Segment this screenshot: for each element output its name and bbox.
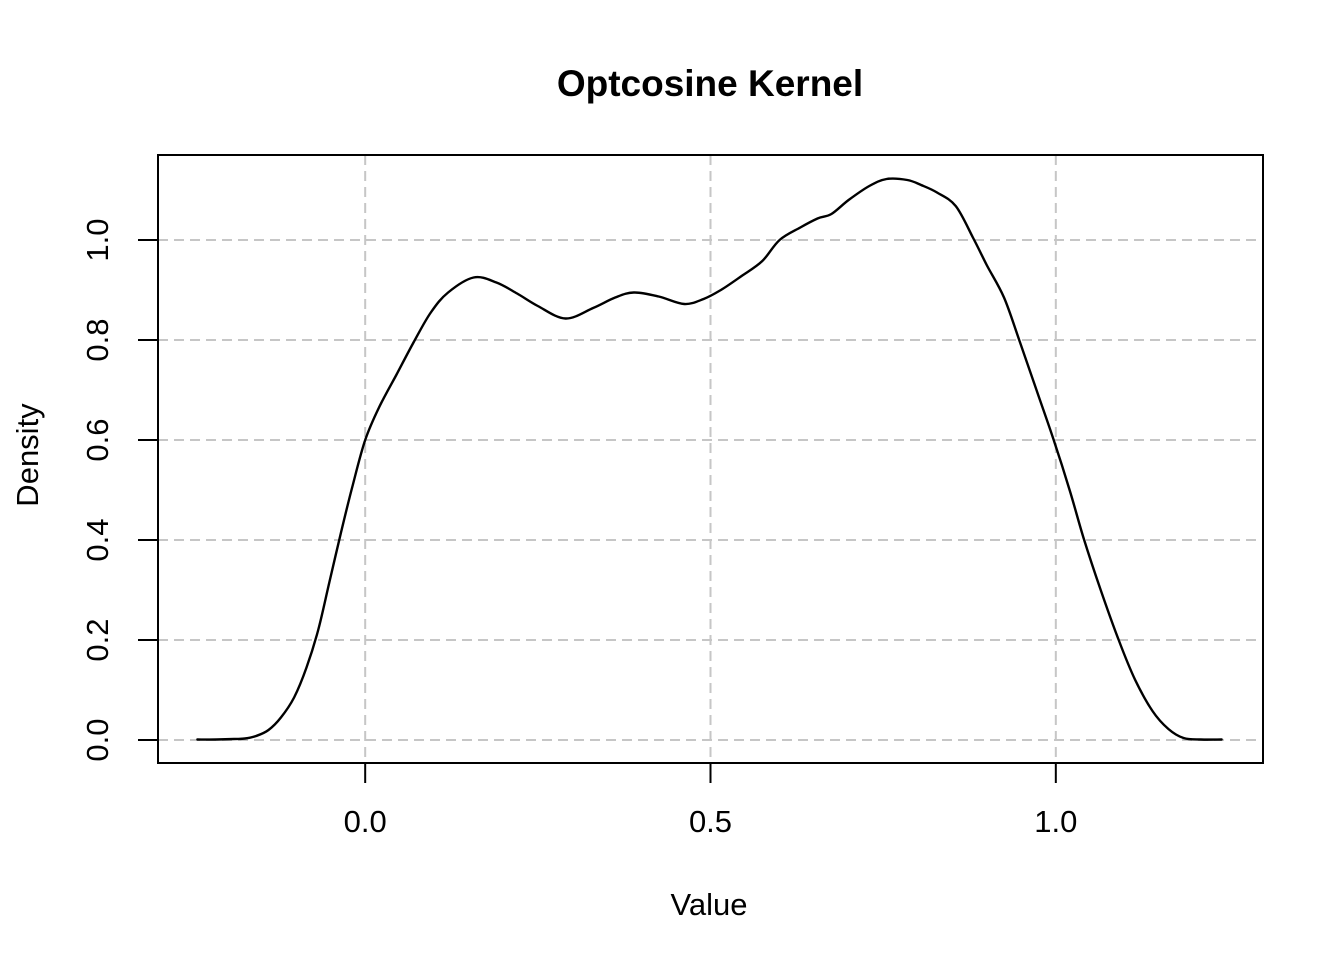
- x-tick-label: 0.0: [344, 804, 387, 839]
- chart-title: Optcosine Kernel: [557, 63, 863, 104]
- x-tick-label: 0.5: [689, 804, 732, 839]
- y-tick-label: 0.4: [80, 518, 115, 561]
- y-axis-label: Density: [10, 403, 45, 507]
- y-tick-label: 0.2: [80, 618, 115, 661]
- y-tick-label: 0.6: [80, 418, 115, 461]
- x-tick-label: 1.0: [1034, 804, 1077, 839]
- curve-layer: [196, 177, 1223, 741]
- y-tick-label: 1.0: [80, 218, 115, 261]
- y-tick-label: 0.0: [80, 718, 115, 761]
- axis-layer: 0.0 0.5 1.0 0.0 0.2 0.4 0.6 0.8 1.0: [80, 154, 1264, 839]
- x-axis-label: Value: [671, 887, 748, 922]
- density-curve: [196, 177, 1223, 741]
- grid-layer: [158, 155, 1263, 763]
- y-tick-label: 0.8: [80, 318, 115, 361]
